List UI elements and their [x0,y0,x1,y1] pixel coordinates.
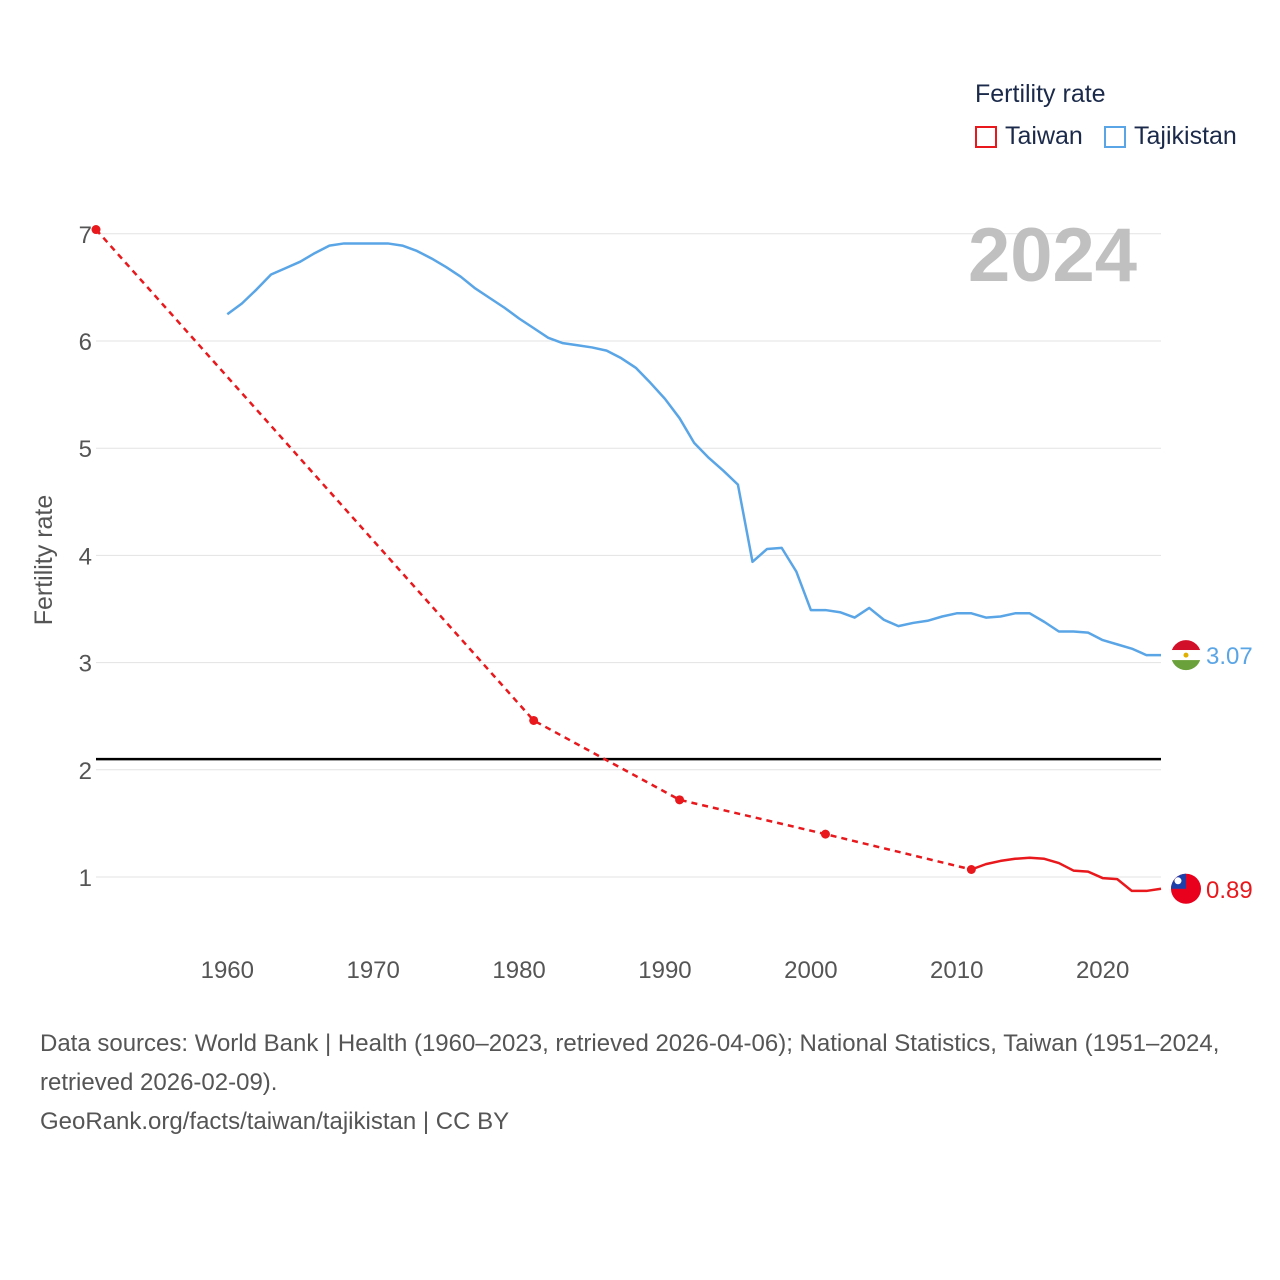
flag-emblem [1183,652,1189,658]
flag-body-tajikistan [1171,640,1201,671]
legend-item-taiwan[interactable]: Taiwan [975,122,1083,151]
x-tick-label-2000: 2000 [784,957,837,984]
legend-item-tajikistan[interactable]: Tajikistan [1104,122,1237,151]
series-line-tajikistan [226,242,1161,657]
y-tick-label-1: 1 [79,865,92,892]
x-tick-label-1980: 1980 [492,957,545,984]
y-tick-label-2: 2 [79,758,92,785]
flag-sun [1174,877,1182,885]
y-tick-label-5: 5 [79,436,92,463]
flag-stripe-red [1171,640,1201,651]
fertility-chart: 1 2 3 4 5 6 7 1960 1970 1980 1990 2000 2010 2020 Ferti… [30,222,1253,984]
data-point-taiwan-2001 [820,829,830,839]
flag-tajikistan-icon [1171,640,1201,671]
legend-swatch-taiwan [975,125,997,148]
x-tick-label-2020: 2020 [1076,957,1129,984]
x-tick-label-2010: 2010 [930,957,983,984]
flag-stripe-green [1171,660,1201,671]
data-point-taiwan-2011 [966,864,976,874]
x-tick-label-1990: 1990 [638,957,691,984]
series-line-taiwan [970,856,1162,893]
year-label: 2024 [968,213,1138,298]
end-value-label-taiwan: 0.89 [1206,877,1253,904]
data-point-taiwan-1951 [91,225,101,235]
data-point-taiwan-1991 [675,795,685,805]
legend-title: Fertility rate [975,80,1106,108]
data-sources-text: Data sources: World Bank | Health (1960–… [40,1030,1220,1096]
flag-body-taiwan [1171,873,1201,904]
series-line-taiwan-dashed [95,228,972,871]
legend-label-taiwan: Taiwan [1005,122,1083,150]
data-point-taiwan-1981 [529,715,539,725]
source-footer: Data sources: World Bank | Health (1960–… [40,1024,1260,1141]
y-axis-title: Fertility rate [30,495,58,626]
flag-taiwan-icon [1171,873,1201,904]
legend-swatch-tajikistan [1104,125,1126,148]
end-value-label-tajikistan: 3.07 [1206,643,1253,670]
x-tick-label-1960: 1960 [201,957,254,984]
y-tick-label-7: 7 [79,222,92,249]
legend-label-tajikistan: Tajikistan [1134,122,1237,150]
y-tick-label-3: 3 [79,651,92,678]
attribution-link[interactable]: GeoRank.org/facts/taiwan/tajikistan | CC… [40,1108,510,1135]
y-tick-label-6: 6 [79,329,92,356]
x-tick-label-1970: 1970 [346,957,399,984]
y-tick-label-4: 4 [79,543,92,570]
